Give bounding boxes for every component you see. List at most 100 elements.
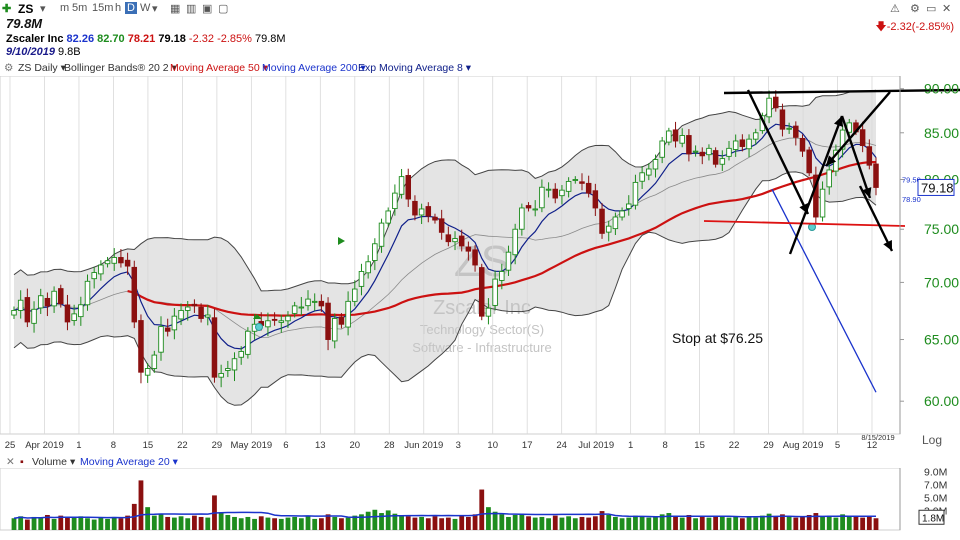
indicator-ma200[interactable]: Moving Average 200 ▾ [262, 62, 366, 74]
settings-icon[interactable]: ⚙ [910, 3, 920, 15]
candle [131, 266, 138, 323]
volume-bar [445, 517, 451, 530]
price-tick-label: 70.00 [924, 274, 959, 290]
date-tick-label: 10 [487, 440, 498, 451]
volume-bar [753, 517, 759, 530]
dropdown-icon[interactable]: ▾ [40, 3, 46, 15]
symbol-label[interactable]: ZS [18, 2, 34, 16]
date-tick-label: 13 [315, 440, 326, 451]
layout-icon[interactable]: ▥ [186, 3, 197, 15]
date-tick-label: 12 [867, 440, 878, 451]
last-price-box [917, 178, 955, 196]
date-row: 9/10/2019 9.8B [6, 46, 81, 58]
candle [438, 218, 445, 233]
candle [358, 271, 365, 287]
tools-icon[interactable]: ▢ [218, 3, 229, 15]
volume-label[interactable]: Volume ▾ [32, 456, 76, 468]
candle [405, 175, 411, 200]
date-tick-label: 15 [694, 440, 705, 451]
volume-bar [820, 516, 825, 530]
volume-headline: 79.8M [6, 16, 43, 31]
trend-arrowhead [883, 240, 892, 251]
window-size-icon[interactable]: ▭ [926, 3, 937, 15]
volume-bar [265, 517, 271, 530]
volume-bar [232, 516, 237, 530]
date-tick-label: 1 [628, 440, 633, 451]
close-icon[interactable]: ✕ [942, 3, 952, 15]
candle [605, 225, 612, 233]
volume-bar [739, 518, 745, 530]
volume-bar [31, 516, 37, 530]
volume-bar [111, 516, 117, 530]
interval-w[interactable]: W [140, 2, 151, 14]
volume-bar [713, 515, 719, 530]
volume-bar [706, 517, 712, 530]
trend-arrowhead [834, 116, 843, 127]
chart-settings-icon[interactable]: ⚙ [4, 62, 14, 74]
candle [545, 188, 552, 191]
volume-bar [385, 510, 391, 530]
volume-bar [800, 516, 805, 530]
volume-bar [165, 516, 171, 530]
volume-bar [192, 515, 197, 530]
volume-bar [586, 517, 592, 530]
buy-arrow-icon [253, 314, 262, 319]
interval-d[interactable]: D [125, 2, 137, 14]
volume-chart[interactable]: 9.0M7.0M5.0M3.0M1.8M [0, 468, 960, 540]
add-symbol-icon[interactable]: ✚ [2, 3, 12, 15]
interval-5m[interactable]: 5m [72, 2, 88, 14]
indicator-ma50[interactable]: Moving Average 50 ▾ [170, 62, 268, 74]
lower-band-label: 78.90 [902, 195, 921, 204]
volume-current-box [918, 509, 945, 525]
candle [873, 163, 879, 188]
candle [679, 135, 685, 144]
volume-bar [372, 509, 378, 530]
close-value: 79.18 [158, 33, 186, 45]
volume-bar [666, 513, 672, 530]
volume-bar [519, 513, 525, 530]
candle [225, 368, 231, 371]
price-tick-label: 65.00 [924, 332, 959, 348]
volume-bar [359, 514, 364, 530]
volume-bar [238, 518, 244, 530]
volume-bar [599, 511, 605, 530]
volume-bar [185, 518, 191, 530]
candle [652, 159, 659, 170]
volume-bar [619, 518, 625, 530]
candle [619, 210, 625, 218]
interval-m[interactable]: m [60, 2, 70, 14]
volume-bar [171, 517, 177, 530]
candle [311, 300, 318, 303]
volume-bar [24, 519, 30, 530]
candle [118, 257, 124, 264]
candle [238, 351, 244, 358]
volume-bar [773, 516, 779, 530]
candle [171, 315, 178, 331]
buy-arrow-icon [338, 237, 345, 245]
candle [752, 132, 759, 140]
grid-icon[interactable]: ▦ [170, 3, 181, 15]
trend-arrowhead [826, 155, 837, 166]
trend-arrow [788, 115, 844, 255]
volume-close-icon[interactable]: ✕ [6, 456, 15, 468]
candle [719, 158, 726, 165]
indicator-ema8[interactable]: Exp Moving Average 8 ▾ [358, 62, 472, 74]
interval-dropdown-icon[interactable]: ▾ [152, 3, 158, 15]
volume-bar [392, 513, 398, 530]
indicator-bollinger[interactable]: Bollinger Bands® 20 2 ▾ [64, 62, 177, 74]
candle [779, 109, 786, 130]
interval-h[interactable]: h [115, 2, 122, 14]
indicator-daily[interactable]: ZS Daily ▾ [18, 62, 66, 74]
top-change-value: -2.32(-2.85%) [886, 21, 954, 33]
volume-color-icon: ▪ [20, 456, 24, 468]
candle [365, 261, 371, 274]
volume-bar [419, 516, 425, 530]
alert-icon[interactable]: ⚠ [890, 3, 900, 15]
volume-bar [38, 517, 44, 530]
window-icon[interactable]: ▣ [202, 3, 213, 15]
volume-ma-label[interactable]: Moving Average 20 ▾ [80, 456, 178, 468]
candle [539, 186, 545, 209]
interval-15m[interactable]: 15m [92, 2, 114, 14]
candle [859, 129, 866, 147]
